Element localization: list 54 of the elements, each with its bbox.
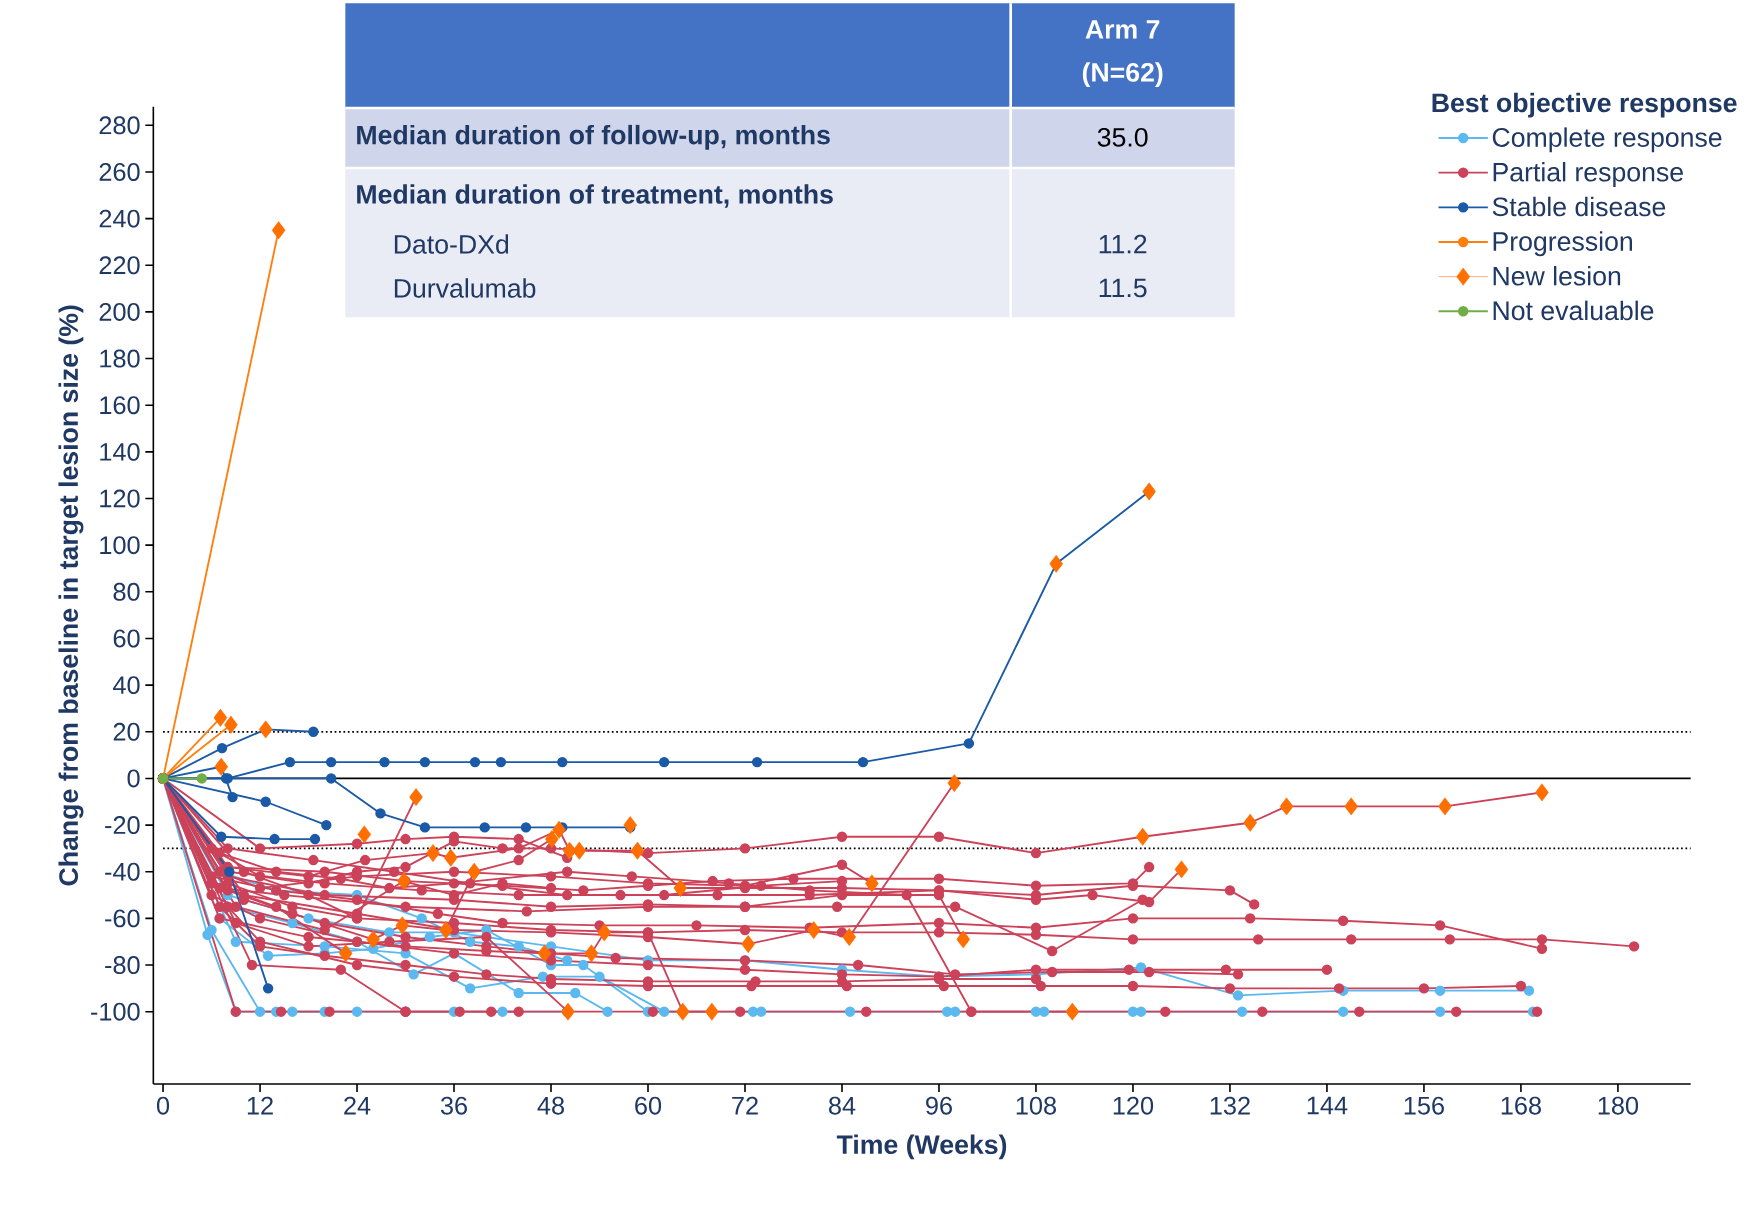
- y-tick-label: 20: [113, 722, 140, 741]
- x-tick-label: 0: [156, 1096, 170, 1115]
- x-tick-label: 48: [537, 1096, 564, 1115]
- y-tick-label: 140: [100, 443, 140, 462]
- annotation: Durvalumab: [394, 278, 536, 298]
- y-tick-label: 260: [99, 163, 140, 182]
- y-tick-label: 180: [100, 349, 140, 368]
- annotation: 11.5: [1099, 278, 1147, 298]
- x-tick-label: 108: [1016, 1096, 1056, 1115]
- legend-title: Best objective response: [1432, 92, 1737, 118]
- y-tick-label: -80: [105, 956, 140, 975]
- y-tick-label: 80: [113, 583, 140, 601]
- y-tick-label: 240: [99, 209, 140, 228]
- legend-label: Not evaluable: [1493, 300, 1654, 321]
- x-tick-label: 120: [1113, 1096, 1154, 1115]
- annotation: Median duration of follow-up, months: [357, 125, 830, 150]
- x-tick-label: 72: [732, 1096, 758, 1115]
- y-tick-label: 40: [113, 676, 140, 695]
- x-tick-label: 144: [1307, 1096, 1348, 1115]
- legend-label: Complete response: [1492, 127, 1722, 153]
- legend-label: New lesion: [1493, 266, 1621, 286]
- x-tick-label: 60: [635, 1096, 662, 1115]
- annotation: 11.2: [1099, 234, 1147, 254]
- x-tick-label: 36: [440, 1096, 467, 1115]
- x-tick-label: 168: [1501, 1096, 1541, 1115]
- y-tick-label: 200: [99, 303, 140, 322]
- x-tick-label: 96: [926, 1096, 952, 1115]
- x-tick-label: 156: [1404, 1096, 1444, 1115]
- annotation: Dato-DXd: [394, 234, 509, 254]
- annotation: 35.0: [1097, 128, 1148, 147]
- legend-label: Progression: [1493, 231, 1632, 257]
- x-tick-label: 12: [247, 1096, 273, 1115]
- annotation: Median duration of treatment, months: [357, 184, 833, 208]
- y-axis-title: Change from baseline in target lesion size (%): [58, 305, 84, 886]
- y-tick-label: 280: [99, 116, 140, 135]
- x-tick-label: 132: [1210, 1096, 1250, 1115]
- legend-label: Partial response: [1493, 162, 1683, 188]
- y-tick-label: -60: [105, 909, 140, 928]
- text: (N=62): [1082, 62, 1163, 88]
- y-tick-label: -40: [105, 862, 140, 881]
- x-tick-label: 24: [344, 1096, 371, 1115]
- y-tick-label: 160: [100, 396, 140, 415]
- x-tick-label: 180: [1598, 1096, 1639, 1115]
- text: Arm 7: [1085, 20, 1160, 39]
- y-tick-label: 60: [113, 629, 140, 648]
- y-tick-label: 0: [127, 769, 140, 788]
- y-tick-label: -100: [91, 1002, 140, 1021]
- y-tick-label: 220: [99, 256, 140, 275]
- y-tick-label: 100: [100, 536, 140, 555]
- y-tick-label: 120: [100, 489, 140, 508]
- y-tick-label: -20: [105, 816, 140, 835]
- x-axis-title: Time (Weeks): [836, 1134, 1007, 1160]
- x-tick-label: 84: [829, 1096, 856, 1115]
- legend-label: Stable disease: [1492, 196, 1666, 217]
